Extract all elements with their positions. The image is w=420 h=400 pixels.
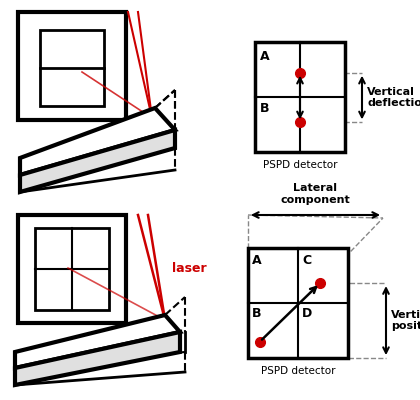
Text: A: A — [260, 50, 270, 63]
Bar — [40, 30, 104, 106]
Bar — [248, 248, 348, 358]
Bar — [35, 228, 109, 310]
Text: C: C — [302, 254, 311, 267]
Bar — [255, 42, 345, 152]
Text: PSPD detector: PSPD detector — [261, 366, 335, 376]
Polygon shape — [15, 332, 180, 385]
Bar — [18, 215, 126, 323]
Text: Vertical
deflection: Vertical deflection — [367, 87, 420, 108]
Text: B: B — [260, 102, 270, 115]
Polygon shape — [20, 108, 175, 175]
Text: Lateral
component: Lateral component — [281, 183, 350, 205]
Polygon shape — [20, 130, 175, 192]
Text: D: D — [302, 307, 312, 320]
Text: A: A — [252, 254, 262, 267]
Text: Vertical
position: Vertical position — [391, 310, 420, 331]
Bar — [18, 12, 126, 120]
Polygon shape — [15, 315, 180, 368]
Text: laser: laser — [172, 262, 207, 274]
Text: B: B — [252, 307, 262, 320]
Text: PSPD detector: PSPD detector — [263, 160, 337, 170]
